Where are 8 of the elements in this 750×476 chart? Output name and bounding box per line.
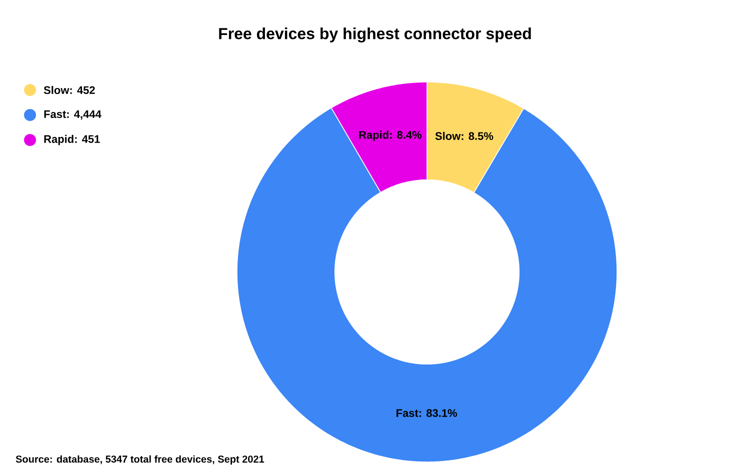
data-label: Slow: 8.5% [435, 132, 494, 140]
legend-label: Fast: 4,444 [44, 110, 102, 120]
chart-title: Free devices by highest connector speed [219, 28, 531, 42]
data-label: Fast: 83.1% [396, 409, 458, 417]
source-note: Source: database, 5347 total free devices, Sept 2021 [16, 455, 264, 465]
legend-label: Slow: 452 [44, 86, 95, 94]
data-label: Rapid: 8.4% [359, 130, 422, 141]
legend-label: Rapid: 451 [44, 134, 100, 146]
